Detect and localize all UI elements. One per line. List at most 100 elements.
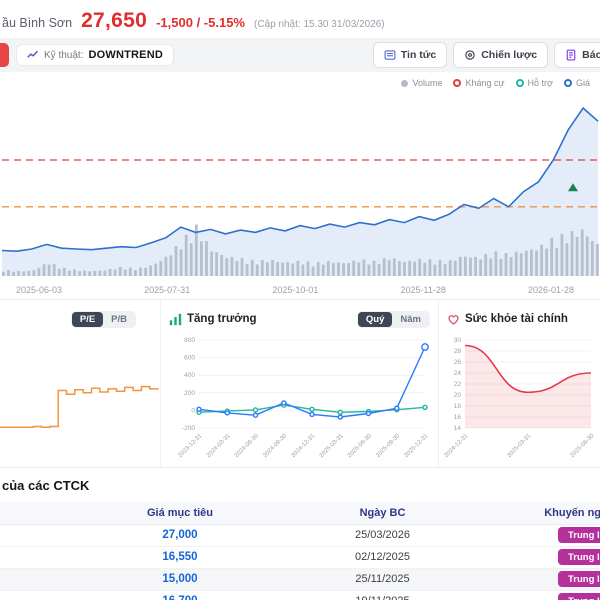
- report-date-cell: 19/11/2025: [265, 590, 500, 600]
- health-panel: Sức khỏe tài chính 30 28 26 24 22 20 18 16 14 202…: [438, 300, 600, 467]
- pe-pb-toggle: P/E P/B: [70, 310, 136, 328]
- target-price-cell: 15,000: [95, 568, 265, 591]
- report-date-cell: 02/12/2025: [265, 546, 500, 569]
- report-date-cell: 25/11/2025: [265, 568, 500, 591]
- recommendation-badge: Trung lập: [558, 571, 600, 587]
- toolbar-buttons: Tin tức Chiến lược Báo cáo: [372, 42, 600, 68]
- svg-text:2025-12-31: 2025-12-31: [403, 433, 429, 459]
- svg-text:2025-03-31: 2025-03-31: [506, 433, 532, 459]
- strategy-button-label: Chiến lược: [481, 49, 538, 61]
- x-tick: 2025-06-03: [16, 285, 63, 295]
- svg-text:2024-06-30: 2024-06-30: [234, 433, 260, 459]
- x-tick: 2026-01-28: [527, 285, 574, 295]
- news-button-label: Tin tức: [400, 49, 437, 61]
- svg-text:2023-12-31: 2023-12-31: [177, 433, 203, 459]
- x-tick: 2025-10-01: [272, 285, 319, 295]
- toolbar-strip: Kỹ thuật: DOWNTREND Tin tức Chiến lược B…: [0, 38, 600, 72]
- strategy-button[interactable]: Chiến lược: [453, 42, 549, 68]
- valuation-panel: P/E P/B: [0, 300, 160, 467]
- toggle-pb[interactable]: P/B: [111, 313, 127, 325]
- recommendation-header: Khuyến nghị: [500, 502, 600, 525]
- price-chart-x-axis: 2025-06-03 2025-07-31 2025-10-01 2025-11…: [0, 283, 600, 299]
- technical-value: DOWNTREND: [88, 49, 163, 61]
- growth-panel-header: Tăng trưởng Quý Năm: [161, 306, 438, 332]
- cutoff-red-badge[interactable]: [0, 43, 9, 67]
- toggle-year[interactable]: Năm: [400, 313, 421, 325]
- report-date-header: Ngày BC: [265, 502, 500, 525]
- svg-text:22: 22: [454, 381, 462, 388]
- report-button-label: Báo cáo: [582, 49, 600, 61]
- target-price-cell: 16,700: [95, 590, 265, 600]
- svg-text:2024-09-30: 2024-09-30: [262, 433, 288, 459]
- recommendation-badge: Trung lập: [558, 527, 600, 543]
- svg-text:26: 26: [454, 359, 462, 366]
- technical-trend-pill[interactable]: Kỹ thuật: DOWNTREND: [16, 44, 174, 66]
- svg-text:800: 800: [184, 337, 195, 344]
- row-ghost-cell: [0, 568, 95, 591]
- row-ghost-cell: [0, 590, 95, 600]
- svg-text:2024-12-31: 2024-12-31: [290, 433, 316, 459]
- growth-panel: Tăng trưởng Quý Năm 800 600 400 200 0 -200 202…: [160, 300, 438, 467]
- svg-text:14: 14: [454, 425, 462, 432]
- metric-panels: P/E P/B Tăng trưởng Quý Năm 800 600 400 200…: [0, 299, 600, 468]
- recommendations-table: Giá mục tiêu Ngày BC Khuyến nghị 27,000 …: [0, 502, 600, 600]
- recommendation-cell: Trung lập: [500, 524, 600, 547]
- x-tick: 2025-11-28: [400, 285, 446, 295]
- health-panel-header: Sức khỏe tài chính: [439, 306, 600, 332]
- row-ghost-cell: [0, 524, 95, 547]
- svg-text:-200: -200: [182, 425, 195, 432]
- news-button[interactable]: Tin tức: [372, 42, 448, 68]
- target-price-header: Giá mục tiêu: [95, 502, 265, 525]
- target-price-cell: 27,000: [95, 524, 265, 547]
- legend-item-0[interactable]: Volume: [401, 78, 442, 88]
- svg-text:2025-06-30: 2025-06-30: [347, 433, 373, 459]
- legend-label: Giá: [575, 78, 590, 88]
- recommendation-cell: Trung lập: [500, 546, 600, 569]
- legend-item-2[interactable]: Hỗ trợ: [515, 78, 553, 88]
- legend-dot-icon: [563, 79, 572, 87]
- table-row[interactable]: 16,550 02/12/2025 Trung lập: [0, 546, 600, 569]
- svg-text:2024-12-31: 2024-12-31: [443, 433, 469, 459]
- bar-chart-icon: [169, 313, 182, 325]
- table-row[interactable]: 15,000 25/11/2025 Trung lập: [0, 568, 600, 591]
- report-date-cell: 25/03/2026: [265, 524, 500, 547]
- legend-dot-icon: [453, 79, 462, 87]
- table-row[interactable]: 27,000 25/03/2026 Trung lập: [0, 524, 600, 547]
- recommendations-section: của các CTCK Giá mục tiêu Ngày BC Khuyến…: [0, 468, 600, 600]
- legend-item-1[interactable]: Kháng cự: [453, 78, 505, 88]
- recommendation-cell: Trung lập: [500, 590, 600, 600]
- svg-text:600: 600: [184, 355, 195, 362]
- report-button[interactable]: Báo cáo: [554, 42, 600, 68]
- target-icon: [465, 50, 475, 60]
- svg-text:30: 30: [454, 337, 462, 344]
- row-ghost-cell: [0, 546, 95, 569]
- last-updated: (Cập nhật: 15.30 31/03/2026): [253, 19, 385, 30]
- recommendations-title-fragment: của các CTCK: [2, 478, 90, 493]
- svg-text:16: 16: [454, 414, 462, 421]
- toggle-quarter[interactable]: Quý: [357, 311, 393, 327]
- legend-label: Hỗ trợ: [527, 78, 553, 88]
- target-price-cell: 16,550: [95, 546, 265, 569]
- table-row[interactable]: 16,700 19/11/2025 Trung lập: [0, 590, 600, 600]
- ghost-column-header: [0, 502, 95, 525]
- health-title: Sức khỏe tài chính: [465, 313, 568, 325]
- legend-dot-icon: [515, 79, 524, 87]
- toggle-pe[interactable]: P/E: [71, 311, 104, 327]
- growth-title: Tăng trưởng: [187, 313, 257, 325]
- legend-label: Volume: [412, 78, 443, 88]
- svg-text:2025-09-30: 2025-09-30: [375, 433, 401, 459]
- legend-item-3[interactable]: Giá: [563, 78, 590, 88]
- trend-chart-icon: [27, 50, 39, 58]
- svg-text:28: 28: [454, 348, 462, 355]
- technical-label: Kỹ thuật:: [44, 49, 84, 61]
- heart-icon: [448, 314, 459, 325]
- valuation-panel-header: P/E P/B: [0, 306, 160, 332]
- recommendation-badge: Trung lập: [558, 549, 600, 565]
- recommendation-badge: Trung lập: [558, 593, 600, 600]
- recommendation-cell: Trung lập: [500, 568, 600, 591]
- svg-text:20: 20: [454, 392, 462, 399]
